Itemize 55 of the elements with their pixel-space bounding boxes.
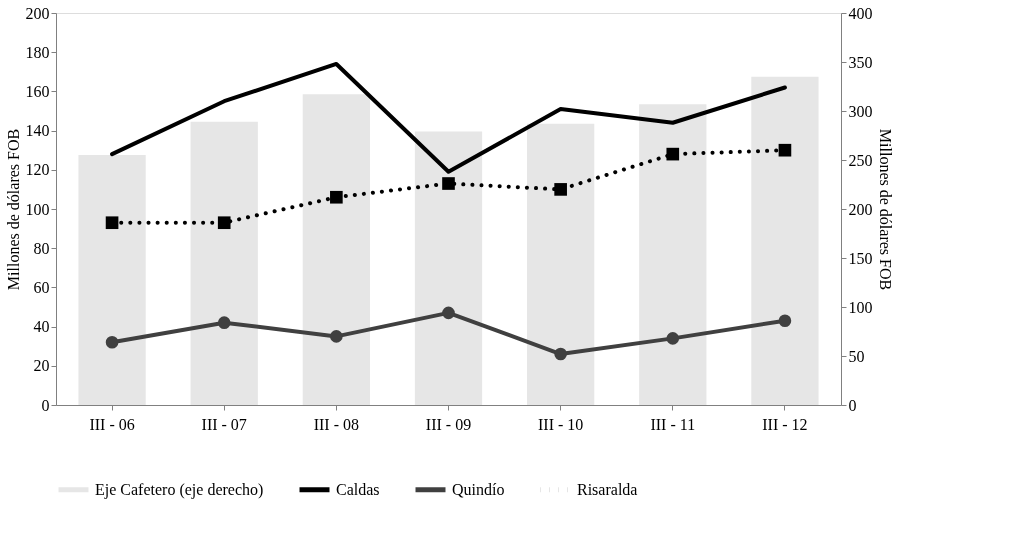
y-tick-label: 60 [33,278,50,296]
point [217,316,231,329]
y-axis-title: Millones de dólares FOB [4,128,22,291]
y2-tick-label: 250 [848,151,873,169]
point [442,306,455,320]
point [554,347,567,361]
bar [190,121,258,405]
point [554,183,567,196]
y2-axis-title: Millones de dólares FOB [876,128,894,291]
point [330,330,343,343]
point [442,177,455,190]
legend-label: Eje Cafetero (eje derecho) [95,480,264,499]
y-tick-label: 40 [33,318,50,336]
legend-label: Quindío [452,480,505,498]
y-tick-label: 0 [41,396,50,414]
x-tick-label: III - 09 [425,415,472,433]
x-tick-label: III - 11 [650,415,696,433]
y-tick-label: 160 [25,82,50,100]
bar [302,94,370,405]
y2-tick-label: 0 [848,396,857,414]
y-tick-label: 80 [33,239,50,257]
x-tick-label: III - 06 [89,415,135,433]
y2-tick-label: 200 [848,200,873,218]
y2-tick-label: 150 [848,249,873,267]
y2-tick-label: 350 [848,53,873,71]
bar [414,131,483,405]
bar [527,123,595,405]
bar [639,104,707,405]
point [778,314,792,328]
y-tick-label: 20 [33,357,50,375]
point [666,332,680,345]
y-tick-label: 180 [25,43,50,61]
legend-label: Risaralda [577,480,638,498]
bar [751,76,819,405]
y2-tick-label: 400 [848,4,873,22]
point [666,147,680,161]
y-tick-label: 140 [25,122,50,140]
y-tick-label: 100 [25,200,50,218]
x-tick-label: III - 10 [537,415,584,433]
y2-tick-label: 50 [848,347,865,365]
y-tick-label: 120 [25,161,50,179]
y2-tick-label: 300 [848,102,873,120]
x-tick-label: III - 07 [201,415,247,433]
point [330,190,343,204]
y-tick-label: 200 [25,4,50,22]
bar [78,155,146,405]
point [778,143,792,157]
point [105,216,119,230]
y2-tick-label: 100 [848,298,873,316]
point [105,335,119,349]
line-series [110,61,787,174]
point [217,216,231,230]
x-tick-label: III - 08 [313,415,360,433]
x-tick-label: III - 12 [762,415,808,433]
legend-label: Caldas [336,480,380,498]
